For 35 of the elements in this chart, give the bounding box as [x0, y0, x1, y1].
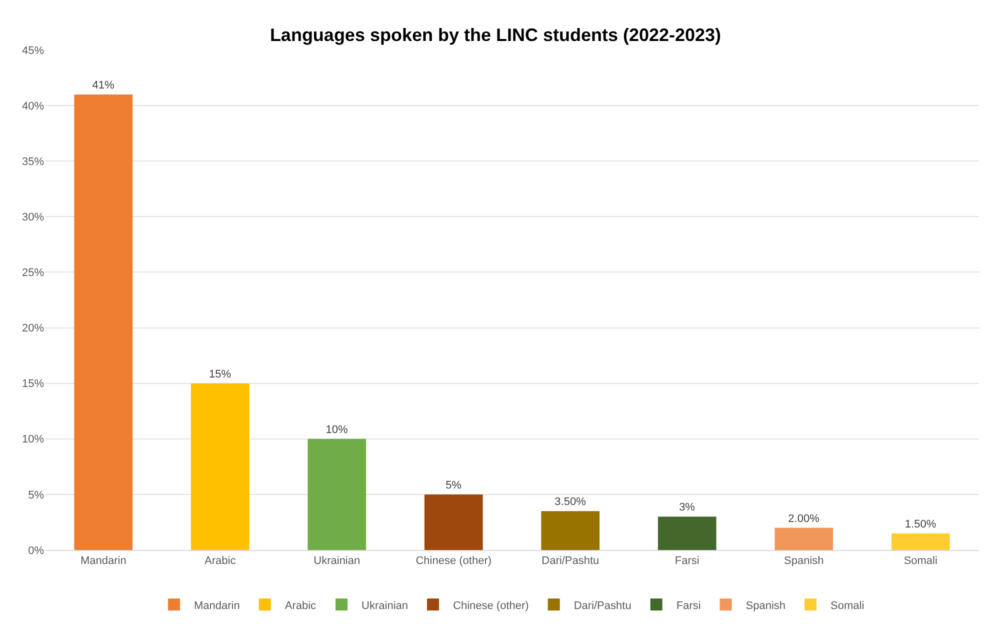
legend-label: Dari/Pashtu [574, 600, 632, 612]
legend-label: Mandarin [194, 600, 240, 612]
data-label: 3.50% [554, 496, 586, 508]
y-tick-label: 40% [22, 100, 44, 112]
y-tick-label: 45% [22, 44, 44, 57]
y-tick-label: 10% [22, 434, 44, 446]
data-label: 5% [446, 479, 462, 492]
legend-label: Ukrainian [362, 600, 408, 612]
data-label: 15% [209, 368, 232, 380]
y-tick-label: 30% [22, 212, 44, 224]
x-tick-label: Mandarin [80, 555, 126, 568]
legend-label: Arabic [284, 600, 317, 612]
x-tick-label: Arabic [204, 555, 236, 568]
x-tick-label: Spanish [784, 555, 824, 568]
y-tick-label: 5% [28, 489, 44, 502]
data-label: 41% [92, 79, 114, 92]
chart-title: Languages spoken by the LINC students (2022-2023) [270, 24, 722, 45]
y-tick-label: 15% [22, 378, 44, 390]
x-tick-label: Ukrainian [314, 555, 360, 568]
data-label: 1.50% [904, 518, 936, 530]
y-tick-label: 20% [22, 322, 44, 335]
y-tick-label: 35% [22, 156, 44, 168]
legend-label: Chinese (other) [453, 600, 529, 612]
legend-label: Spanish [746, 600, 786, 612]
legend-label: Farsi [676, 600, 701, 612]
legend-label: Somali [830, 600, 864, 612]
x-tick-label: Farsi [674, 555, 700, 568]
x-tick-label: Dari/Pashtu [542, 555, 600, 568]
y-tick-label: 25% [22, 267, 44, 280]
data-label: 3% [679, 502, 696, 514]
data-label: 2.00% [788, 512, 820, 525]
x-tick-label: Somali [904, 555, 938, 568]
x-tick-label: Chinese (other) [416, 555, 492, 568]
data-label: 10% [326, 424, 348, 436]
y-tick-label: 0% [28, 544, 44, 557]
